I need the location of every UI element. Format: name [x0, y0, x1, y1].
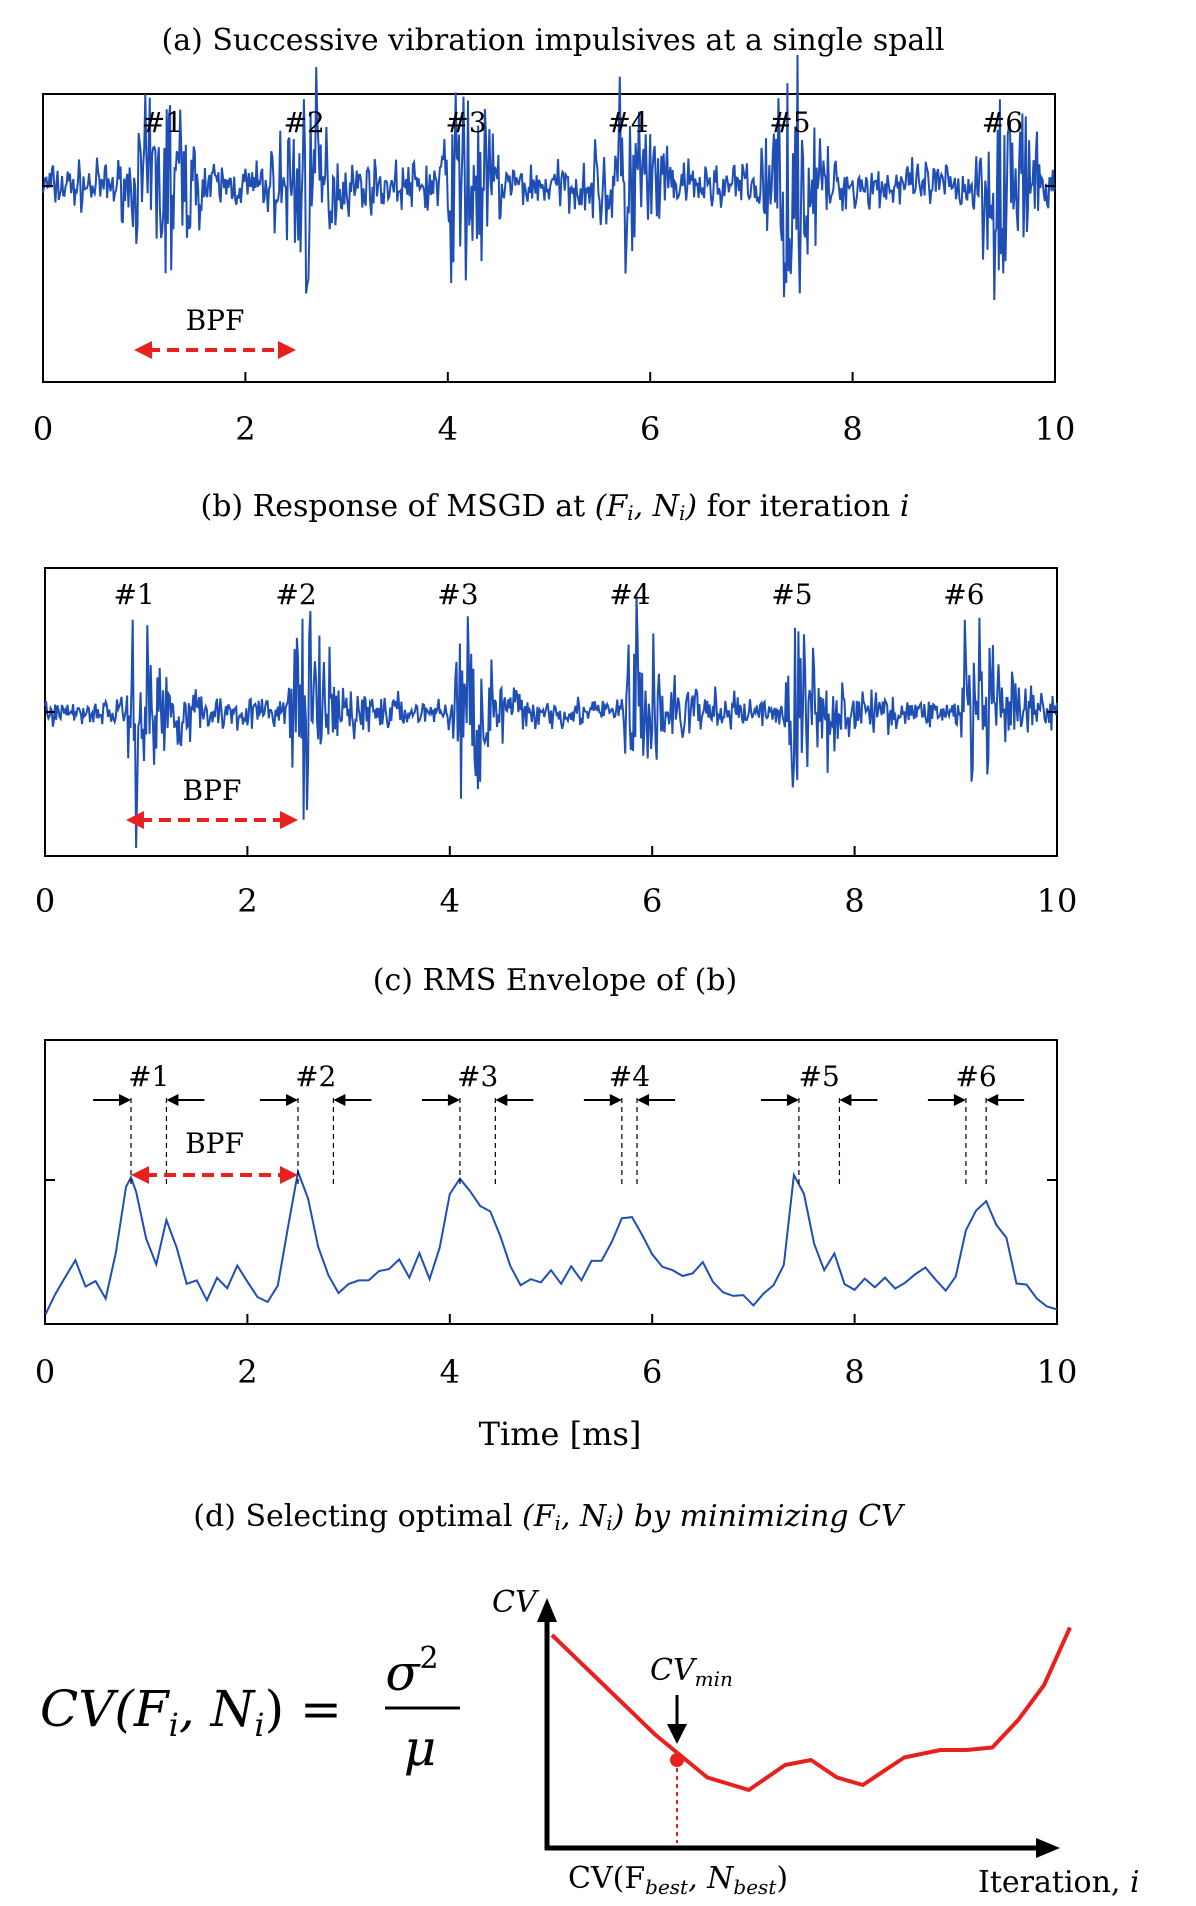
- cv-min-label: CVmin: [650, 1653, 733, 1691]
- impulse-label: #1: [113, 578, 154, 611]
- cv-formula-denominator: μ: [404, 1719, 437, 1777]
- impulse-label: #1: [142, 106, 183, 139]
- x-tick-label: 6: [642, 1353, 662, 1391]
- panel-c-impulse-windows: #1 #2 #3 #4 #5 #6: [93, 1060, 1025, 1185]
- window-arrowhead: [447, 1094, 460, 1106]
- signal-line: [42, 54, 1056, 301]
- x-tick-label: 2: [237, 1353, 257, 1391]
- window-arrowhead: [286, 1094, 298, 1106]
- signal-line: [44, 593, 1058, 849]
- window-arrowhead: [637, 1094, 650, 1106]
- panel-b-title: (b) Response of MSGD at (Fi, Ni) for ite…: [201, 489, 910, 525]
- x-tick-label: 2: [237, 882, 257, 920]
- x-tick-label: 8: [844, 1353, 864, 1391]
- x-tick-label: 0: [35, 1353, 55, 1391]
- x-tick-label: 4: [438, 410, 458, 448]
- panel-b-x-ticks: 0 2 4 6 8 10: [35, 711, 1078, 920]
- panel-c-xlabel: Time [ms]: [479, 1415, 642, 1453]
- panel-b-signal: [44, 593, 1058, 849]
- impulse-label: #6: [943, 578, 984, 611]
- x-tick-label: 4: [440, 882, 460, 920]
- cv-min-arrowhead: [667, 1724, 687, 1744]
- x-tick-label: 8: [842, 410, 862, 448]
- window-arrowhead: [333, 1094, 346, 1106]
- panel-a-frame: [42, 93, 1056, 383]
- impulse-label: #3: [457, 1060, 498, 1093]
- cv-plot-x-label: Iteration, i: [978, 1865, 1140, 1900]
- panel-c-envelope: [44, 1168, 1058, 1316]
- panel-a-impulse-labels: #1 #2 #3 #4 #5 #6: [142, 106, 1023, 139]
- panel-a-signal: [42, 54, 1056, 301]
- bpf-label: BPF: [183, 774, 242, 807]
- panel-c-bpf-marker: BPF: [131, 1127, 298, 1184]
- cv-best-label: CV(Fbest, Nbest): [568, 1861, 788, 1899]
- bpf-arrowhead-left: [131, 1166, 150, 1184]
- panel-d-title: (d) Selecting optimal (Fi, Ni) by minimi…: [193, 1499, 906, 1535]
- impulse-label: #2: [275, 578, 316, 611]
- panel-c-title: (c) RMS Envelope of (b): [373, 963, 738, 998]
- x-tick-label: 0: [33, 410, 53, 448]
- bpf-arrowhead-right: [280, 811, 298, 829]
- impulse-label: #4: [609, 1060, 650, 1093]
- x-tick-label: 10: [1037, 1353, 1078, 1391]
- window-arrowhead: [953, 1094, 966, 1106]
- impulse-label: #4: [607, 106, 648, 139]
- window-arrowhead: [609, 1094, 622, 1106]
- bpf-arrowhead-left: [125, 811, 144, 829]
- x-tick-label: 0: [35, 882, 55, 920]
- impulse-label: #5: [769, 106, 810, 139]
- cv-plot-y-label: CV: [492, 1585, 540, 1620]
- cv-curve-line: [550, 1626, 1072, 1792]
- window-arrowhead: [495, 1094, 508, 1106]
- cv-formula-lhs: CV(Fi, Ni) =: [40, 1680, 342, 1744]
- bpf-arrowhead-right: [280, 1166, 298, 1184]
- x-tick-label: 10: [1037, 882, 1078, 920]
- impulse-label: #3: [445, 106, 486, 139]
- panel-a-x-ticks: 0 2 4 6 8 10: [33, 185, 1076, 448]
- impulse-label: #6: [982, 106, 1023, 139]
- impulse-label: #6: [955, 1060, 996, 1093]
- cv-plot-x-arrowhead: [1036, 1838, 1060, 1858]
- impulse-label: #2: [283, 106, 324, 139]
- envelope-line: [44, 1168, 1058, 1316]
- panel-a-bpf-marker: BPF: [134, 304, 296, 359]
- bpf-arrowhead-right: [278, 341, 296, 359]
- bpf-label: BPF: [186, 304, 245, 337]
- cv-plot-y-arrowhead: [537, 1598, 557, 1622]
- x-tick-label: 6: [642, 882, 662, 920]
- bpf-arrowhead-left: [134, 341, 153, 359]
- x-tick-label: 8: [844, 882, 864, 920]
- x-tick-label: 4: [440, 1353, 460, 1391]
- panel-b-bpf-marker: BPF: [125, 774, 298, 829]
- x-tick-label: 6: [640, 410, 660, 448]
- impulse-label: #3: [437, 578, 478, 611]
- panel-a-title: (a) Successive vibration impulsives at a…: [162, 23, 945, 58]
- window-arrowhead: [986, 1094, 999, 1106]
- cv-curve: [550, 1626, 1072, 1792]
- impulse-label: #2: [295, 1060, 336, 1093]
- window-arrowhead: [786, 1094, 799, 1106]
- x-tick-label: 2: [235, 410, 255, 448]
- window-arrowhead: [839, 1094, 852, 1106]
- panel-c-x-ticks: 0 2 4 6 8 10: [35, 1179, 1078, 1391]
- impulse-label: #5: [799, 1060, 840, 1093]
- panel-c-frame: [44, 1039, 1058, 1325]
- panel-b-impulse-labels: #1 #2 #3 #4 #5 #6: [113, 578, 984, 611]
- impulse-label: #4: [609, 578, 650, 611]
- impulse-label: #1: [128, 1060, 169, 1093]
- window-arrowhead: [119, 1094, 132, 1106]
- x-tick-label: 10: [1035, 410, 1076, 448]
- impulse-label: #5: [771, 578, 812, 611]
- bpf-label: BPF: [185, 1127, 244, 1160]
- window-arrowhead: [166, 1094, 179, 1106]
- cv-formula-numerator: σ2: [385, 1641, 438, 1702]
